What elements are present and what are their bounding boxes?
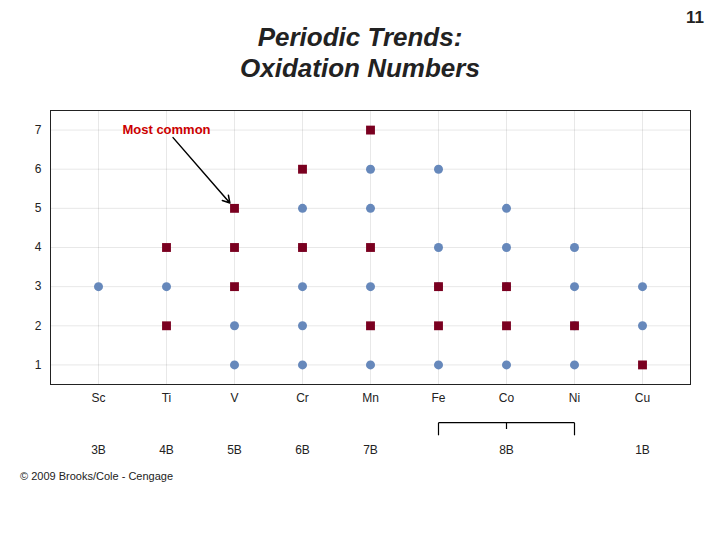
svg-text:Cr: Cr — [296, 391, 309, 405]
html-text:Periodic Trends: Oxidation Num: Periodic Trends: Oxidation Numbers — [240, 22, 480, 84]
svg-text:8B: 8B — [499, 443, 514, 457]
html-text:11: 11 — [686, 8, 704, 27]
svg-text:Co: Co — [499, 391, 515, 405]
svg-text:V: V — [230, 391, 238, 405]
svg-text:6B: 6B — [295, 443, 310, 457]
svg-text:4B: 4B — [159, 443, 174, 457]
svg-text:5: 5 — [35, 202, 42, 216]
html-text:© 2009 Brooks/Cole - Cengage: © 2009 Brooks/Cole - Cengage — [20, 470, 173, 483]
svg-text:2: 2 — [35, 319, 42, 333]
svg-text:3B: 3B — [91, 443, 106, 457]
svg-text:5B: 5B — [227, 443, 242, 457]
svg-text:3: 3 — [35, 280, 42, 294]
svg-text:Mn: Mn — [362, 391, 379, 405]
svg-text:1B: 1B — [635, 443, 650, 457]
svg-text:Ti: Ti — [162, 391, 172, 405]
svg-text:4: 4 — [35, 241, 42, 255]
svg-text:Most common: Most common — [122, 123, 210, 138]
svg-text:6: 6 — [35, 162, 42, 176]
svg-text:1: 1 — [35, 358, 42, 372]
svg-text:Cu: Cu — [635, 391, 650, 405]
svg-text:Sc: Sc — [91, 391, 105, 405]
svg-text:7: 7 — [35, 123, 42, 137]
svg-text:7B: 7B — [363, 443, 378, 457]
svg-text:Ni: Ni — [569, 391, 580, 405]
svg-text:Fe: Fe — [431, 391, 445, 405]
